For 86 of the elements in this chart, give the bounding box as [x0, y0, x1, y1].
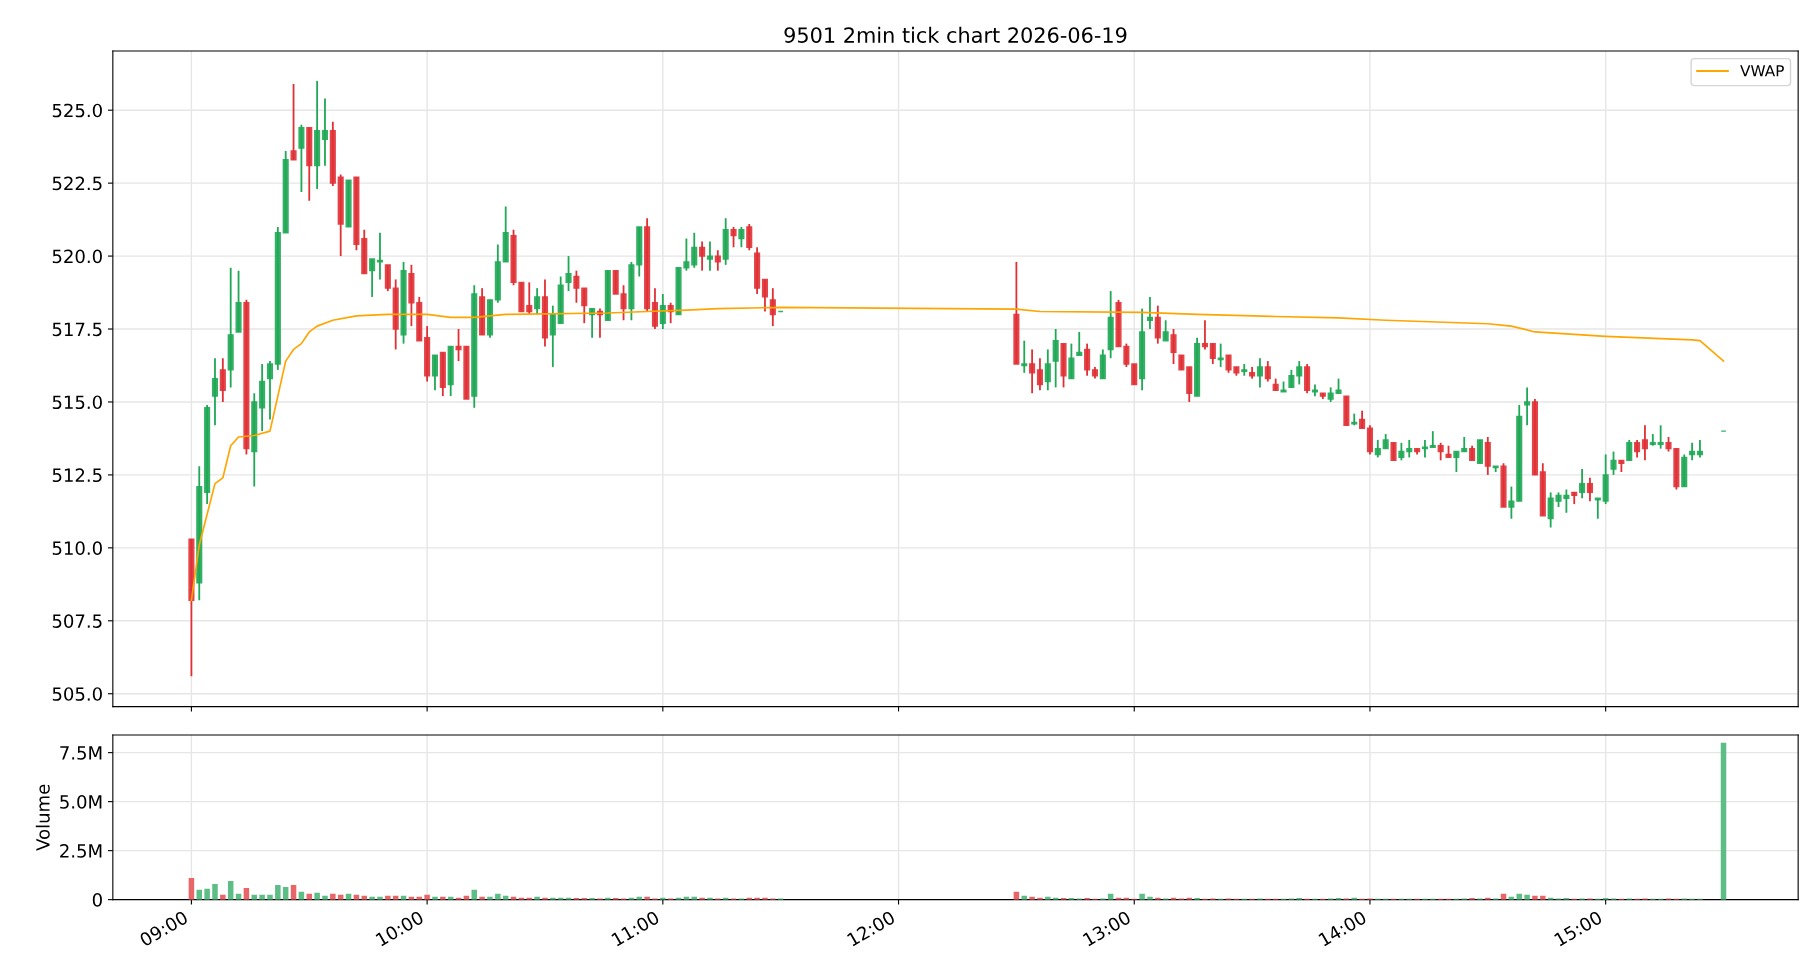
y-tick-label: 510.0 — [52, 541, 102, 555]
y-tick-label: 522.5 — [52, 176, 102, 191]
bar — [275, 884, 281, 900]
candlestick — [534, 287, 541, 316]
candlestick — [738, 225, 745, 249]
candlestick — [211, 357, 219, 427]
candlestick — [714, 249, 721, 272]
candlestick — [1304, 363, 1311, 395]
candlestick — [1084, 342, 1091, 377]
candlestick — [1021, 339, 1028, 374]
y-tick-label: 0 — [92, 893, 102, 907]
y-tick-label: 5.0M — [60, 795, 102, 809]
candlestick — [573, 269, 580, 304]
candlestick — [691, 231, 698, 269]
candlestick — [659, 293, 666, 330]
candlestick — [321, 97, 329, 167]
legend-label: VWAP — [1740, 65, 1784, 77]
candlestick — [384, 263, 391, 292]
candlestick — [1076, 331, 1083, 357]
candlestick — [746, 223, 753, 252]
candlestick — [1264, 360, 1271, 383]
candlestick — [1209, 342, 1216, 365]
candlestick — [1052, 328, 1059, 389]
candlestick — [1044, 348, 1051, 392]
y-tick-label: 525.0 — [52, 103, 102, 118]
candlestick — [1068, 342, 1075, 380]
y-tick-label: 507.5 — [52, 614, 102, 628]
bar — [212, 883, 218, 900]
bar — [330, 893, 336, 900]
candlestick — [1626, 438, 1633, 462]
y-tick-label: 517.5 — [52, 322, 102, 337]
y-tick-label: 7.5M — [60, 746, 102, 760]
candlestick — [1586, 476, 1594, 503]
candlestick — [1508, 485, 1515, 520]
candlestick — [581, 287, 588, 325]
candlestick — [266, 360, 274, 421]
bar — [1720, 742, 1727, 900]
candlestick — [1146, 296, 1154, 330]
candlestick — [369, 258, 376, 298]
candlestick — [1154, 304, 1161, 345]
candlestick — [1453, 450, 1460, 473]
chart-title: 9501 2min tick chart 2026-06-19 — [784, 26, 1127, 43]
candlestick — [1201, 319, 1209, 351]
candlestick — [651, 287, 659, 330]
candlestick — [769, 287, 776, 328]
bar — [204, 888, 210, 900]
candlestick — [1170, 328, 1177, 365]
candlestick — [290, 83, 297, 161]
candlestick — [376, 231, 384, 281]
candlestick — [1296, 360, 1303, 386]
bar — [1139, 893, 1145, 900]
candlestick — [1131, 363, 1138, 386]
candlestick — [1657, 424, 1664, 450]
line-series — [190, 306, 1725, 602]
candlestick — [1484, 436, 1491, 476]
candlestick — [1036, 357, 1044, 392]
candlestick — [1099, 348, 1106, 380]
y-tick-label: 505.0 — [52, 687, 102, 701]
candlestick — [565, 255, 572, 292]
candlestick — [1476, 438, 1484, 465]
candlestick — [730, 225, 737, 249]
candlestick — [1579, 468, 1586, 500]
y-tick-label: 2.5M — [60, 844, 102, 858]
candlestick — [1029, 348, 1036, 395]
candlestick — [706, 240, 714, 272]
candlestick — [219, 357, 226, 403]
candlestick — [526, 281, 533, 316]
y-tick-label: 515.0 — [52, 395, 102, 410]
candlestick — [1524, 386, 1531, 427]
candlestick — [1610, 450, 1617, 476]
candlestick — [761, 278, 769, 313]
bar — [314, 892, 320, 900]
bar — [1516, 893, 1522, 900]
candlestick — [549, 304, 556, 368]
candlestick — [1366, 424, 1374, 456]
y-axis-title: Volume — [35, 784, 50, 851]
candlestick — [1256, 357, 1264, 389]
candlestick — [699, 240, 706, 272]
candlestick — [298, 123, 305, 193]
y-tick-label: 512.5 — [52, 468, 102, 483]
candlestick — [431, 354, 439, 392]
candlestick — [1641, 424, 1649, 462]
bar — [495, 893, 501, 900]
candlestick — [1162, 319, 1169, 342]
y-tick-label: 520.0 — [52, 249, 102, 264]
candlestick — [1429, 430, 1436, 449]
